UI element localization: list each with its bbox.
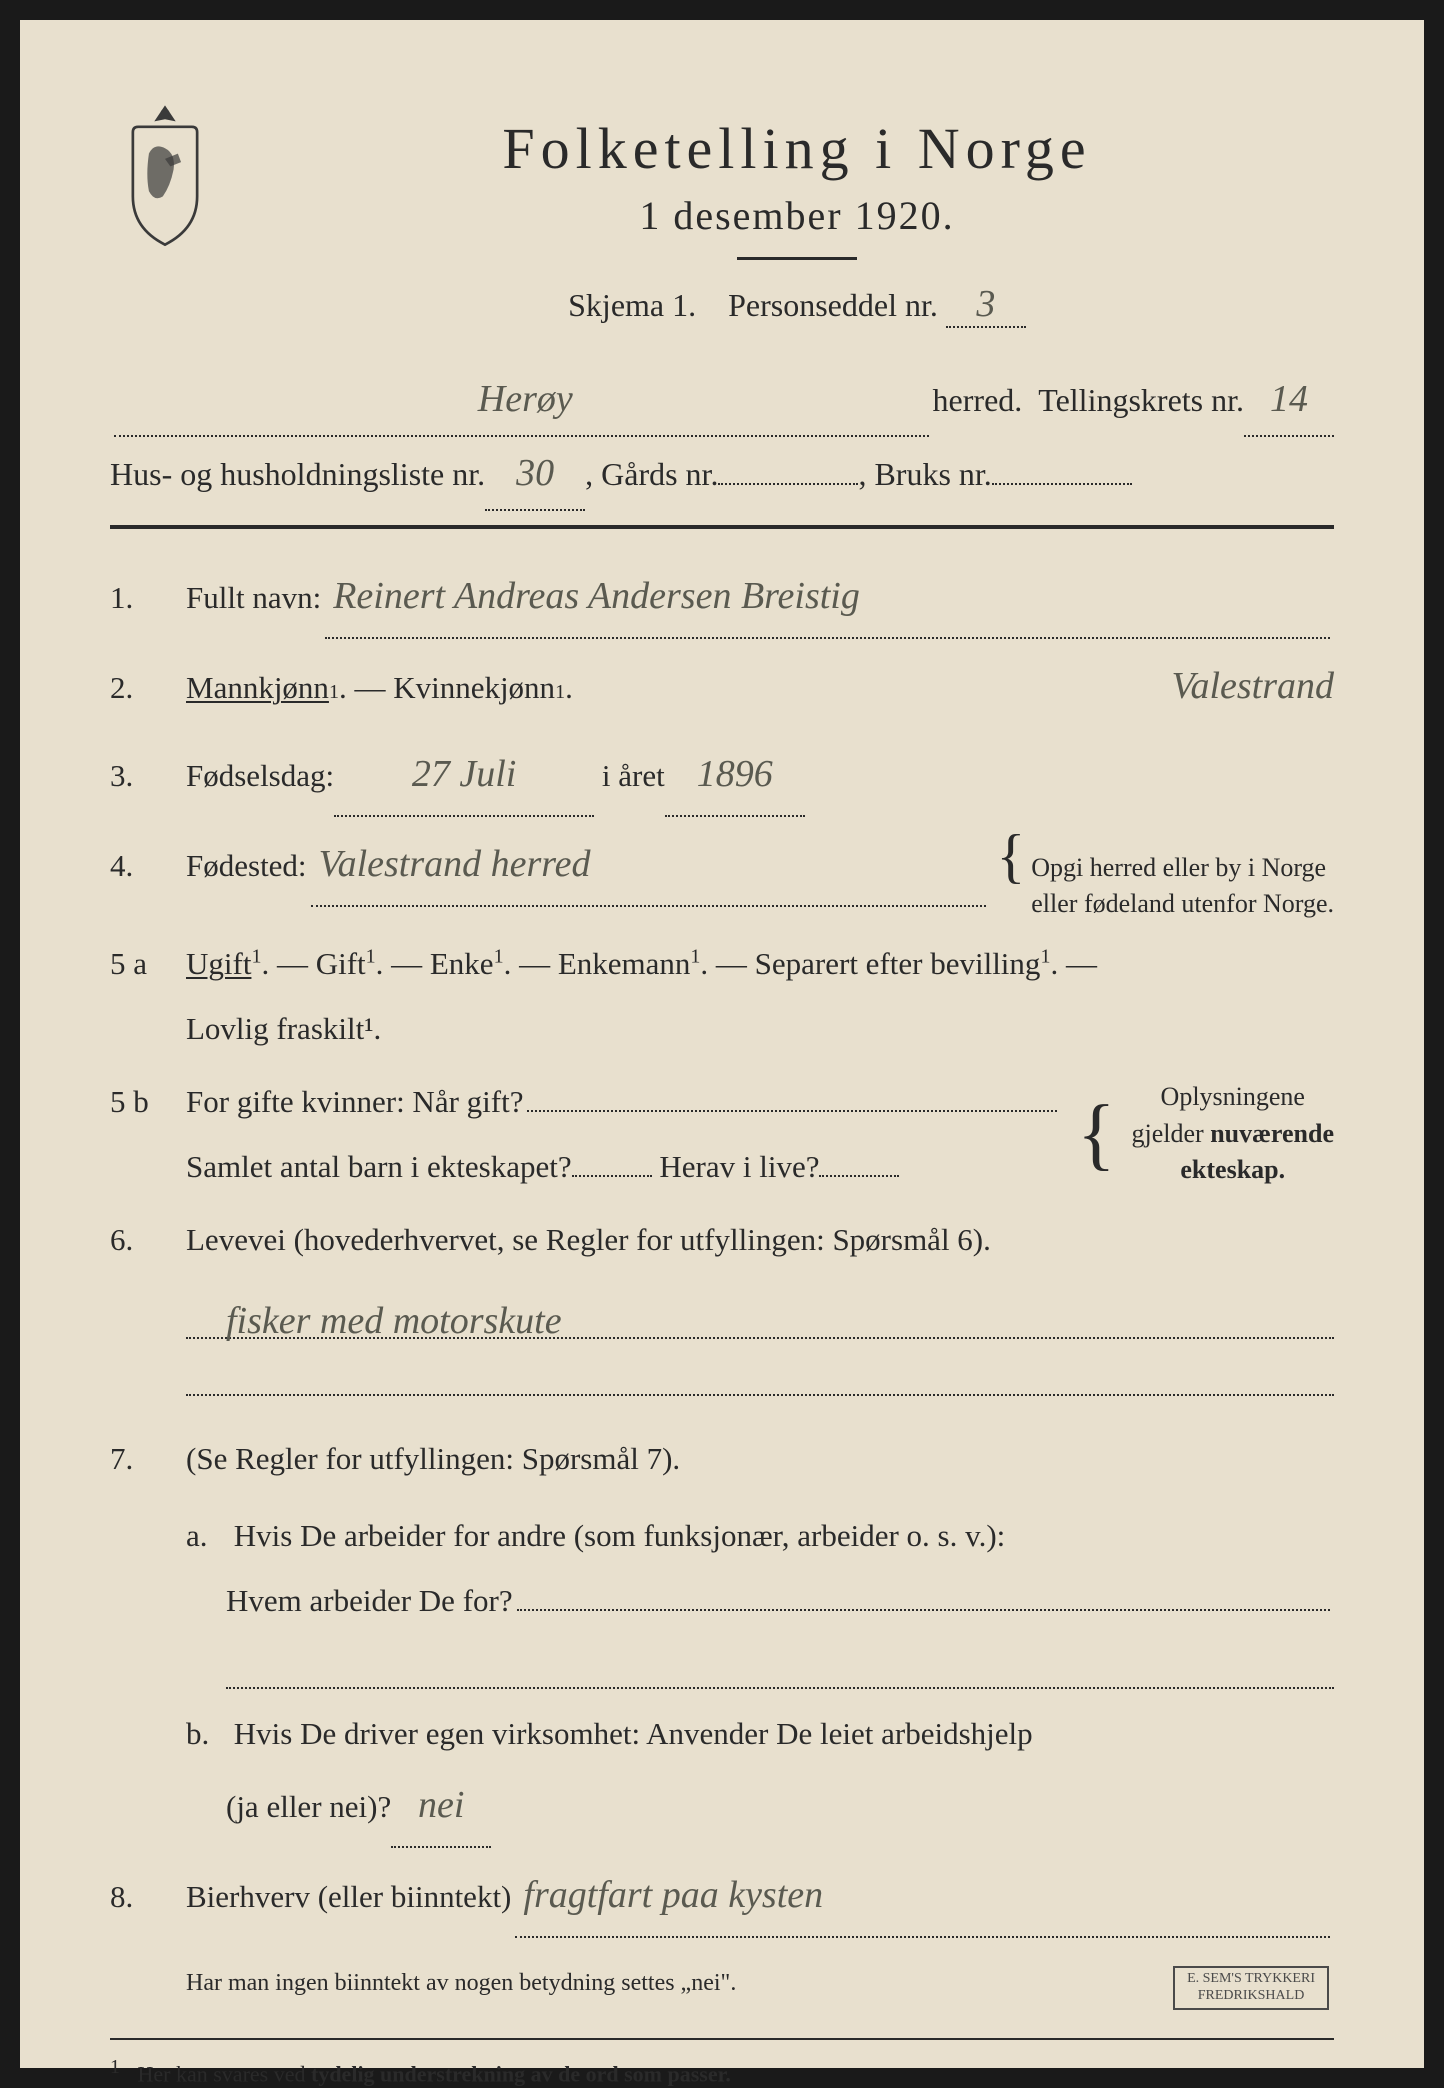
footnote1-text: Her kan svares ved tydelig understreknin…: [138, 2062, 731, 2087]
title-divider: [737, 257, 857, 260]
q5b-line2b: Herav i live?: [659, 1134, 819, 1199]
q1-row: 1. Fullt navn: Reinert Andreas Andersen …: [110, 557, 1334, 639]
q7a-line1: Hvis De arbeider for andre (som funksjon…: [234, 1518, 1006, 1553]
brace-icon: {: [996, 826, 1025, 886]
bruks-nr: [992, 483, 1132, 485]
q5b-row: 5 b For gifte kvinner: Når gift? Samlet …: [110, 1069, 1334, 1199]
q8-value: fragtfart paa kysten: [515, 1856, 1330, 1938]
census-form-page: Folketelling i Norge 1 desember 1920. Sk…: [20, 20, 1424, 2068]
brace-icon-2: {: [1077, 1094, 1115, 1174]
title-block: Folketelling i Norge 1 desember 1920. Sk…: [260, 100, 1334, 353]
q5a-ugift: Ugift: [186, 946, 251, 981]
q5b-gift-value: [527, 1110, 1057, 1112]
header: Folketelling i Norge 1 desember 1920. Sk…: [110, 100, 1334, 353]
q1-value: Reinert Andreas Andersen Breistig: [325, 557, 1330, 639]
q5b-note: Oplysningene gjelder nuværende ekteskap.: [1132, 1079, 1334, 1188]
questions: 1. Fullt navn: Reinert Andreas Andersen …: [110, 557, 1334, 2008]
q3-year: 1896: [665, 735, 805, 817]
q7a-line2: Hvem arbeider De for?: [226, 1568, 513, 1633]
personseddel-label: Personseddel nr.: [728, 287, 938, 323]
personseddel-nr: 3: [946, 282, 1026, 328]
tellingskrets-label: Tellingskrets nr.: [1038, 370, 1244, 431]
herred-label: herred.: [933, 370, 1023, 431]
footnote-1: 1 Her kan svares ved tydelig understrekn…: [110, 2056, 1334, 2087]
q5b-barn: [572, 1175, 652, 1177]
stamp-line2: FREDRIKSHALD: [1187, 1988, 1315, 2005]
q7-num: 7.: [110, 1426, 168, 1491]
q5a-line2: Lovlig fraskilt¹.: [186, 996, 1334, 1061]
q5b-note3: ekteskap.: [1180, 1155, 1285, 1184]
form-meta: Skjema 1. Personseddel nr. 3: [260, 282, 1334, 328]
q4-num: 4.: [110, 833, 168, 898]
q3-num: 3.: [110, 743, 168, 808]
q1-label: Fullt navn:: [186, 565, 321, 630]
q7a-letter: a.: [186, 1503, 226, 1568]
main-title: Folketelling i Norge: [260, 115, 1334, 182]
q3-row: 3. Fødselsdag: 27 Juli i året 1896: [110, 735, 1334, 817]
subtitle: 1 desember 1920.: [260, 192, 1334, 239]
herred-value: Herøy: [114, 363, 929, 437]
q5b-line2a: Samlet antal barn i ekteskapet?: [186, 1134, 572, 1199]
printer-stamp: E. SEM'S TRYKKERI FREDRIKSHALD: [1173, 1966, 1329, 2010]
q2-row: 2. Mannkjønn1. — Kvinnekjønn1. Valestran…: [110, 647, 1334, 727]
q6-blank: [186, 1349, 1334, 1396]
coat-of-arms-icon: [110, 100, 220, 250]
q8-label: Bierhverv (eller biinntekt): [186, 1864, 511, 1929]
divider-bottom: [110, 2038, 1334, 2040]
q4-label: Fødested:: [186, 833, 307, 898]
q6-row: 6. Levevei (hovederhvervet, se Regler fo…: [110, 1207, 1334, 1406]
bruks-label: Bruks nr.: [874, 444, 991, 505]
q4-note: Opgi herred eller by i Norge eller fødel…: [1031, 850, 1334, 923]
q6-label: Levevei (hovederhvervet, se Regler for u…: [186, 1222, 991, 1257]
q3-day: 27 Juli: [334, 735, 594, 817]
q6-value: fisker med motorskute: [186, 1282, 1334, 1339]
q2-num: 2.: [110, 655, 168, 720]
gards-label: Gårds nr.: [601, 444, 718, 505]
q7-row: 7. (Se Regler for utfyllingen: Spørsmål …: [110, 1426, 1334, 1849]
q3-label: Fødselsdag:: [186, 743, 334, 808]
q7a-value: [517, 1609, 1330, 1611]
q7b-line2: (ja eller nei)?: [226, 1774, 391, 1839]
q7-label: (Se Regler for utfyllingen: Spørsmål 7).: [186, 1441, 680, 1476]
form-label: Skjema 1.: [568, 287, 696, 323]
hus-label: Hus- og husholdningsliste nr.: [110, 444, 485, 505]
q2-kvinne: Kvinnekjønn: [393, 655, 555, 720]
q5b-note1: Oplysningene: [1161, 1082, 1305, 1111]
q7b-value: nei: [391, 1766, 491, 1848]
q4-row: 4. Fødested: Valestrand herred { Opgi he…: [110, 825, 1334, 923]
q5a-num: 5 a: [110, 931, 168, 996]
top-fields: Herøy herred. Tellingskrets nr. 14 Hus- …: [110, 363, 1334, 511]
divider-top: [110, 525, 1334, 529]
q1-num: 1.: [110, 565, 168, 630]
q3-year-label: i året: [602, 743, 665, 808]
q5a-row: 5 a Ugift1. — Gift1. — Enke1. — Enkemann…: [110, 931, 1334, 1061]
q4-note1: Opgi herred eller by i Norge: [1031, 853, 1326, 882]
q2-mann: Mannkjønn: [186, 655, 329, 720]
q5b-note2: gjelder nuværende: [1132, 1119, 1334, 1148]
q5b-num: 5 b: [110, 1069, 168, 1134]
q8-num: 8.: [110, 1864, 168, 1929]
q7b-letter: b.: [186, 1701, 226, 1766]
q4-note2: eller fødeland utenfor Norge.: [1031, 889, 1334, 918]
gards-nr: [718, 483, 858, 485]
q8-row: 8. Bierhverv (eller biinntekt) fragtfart…: [110, 1856, 1334, 1938]
q7a-blank: [226, 1643, 1334, 1690]
q7b-line1: Hvis De driver egen virksomhet: Anvender…: [234, 1716, 1033, 1751]
tellingskrets-nr: 14: [1244, 363, 1334, 437]
stamp-line1: E. SEM'S TRYKKERI: [1187, 1971, 1315, 1988]
hus-nr: 30: [485, 437, 585, 511]
q5b-label: For gifte kvinner: Når gift?: [186, 1069, 523, 1134]
footnote-bi: Har man ingen biinntekt av nogen betydni…: [110, 1958, 1334, 2008]
q4-value: Valestrand herred: [311, 825, 987, 907]
q2-extra: Valestrand: [1171, 647, 1334, 727]
q6-num: 6.: [110, 1207, 168, 1272]
q5b-live: [819, 1175, 899, 1177]
